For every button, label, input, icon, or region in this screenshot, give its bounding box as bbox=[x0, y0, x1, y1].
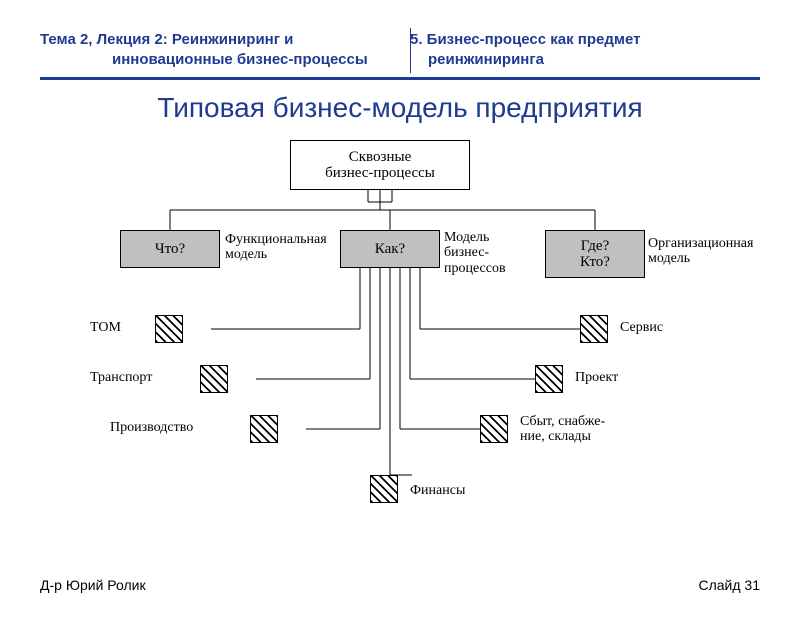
header-right-line2: реинжиниринга bbox=[410, 51, 544, 68]
hatch-sbyt bbox=[480, 415, 508, 443]
leaf-label-proekt: Проект bbox=[575, 370, 618, 385]
box-what: Что? bbox=[120, 230, 220, 268]
slide-title: Типовая бизнес-модель предприятия bbox=[0, 92, 800, 124]
leaf-label-fin: Финансы bbox=[410, 483, 465, 498]
label-what: Функциональнаямодель bbox=[225, 232, 327, 263]
leaf-label-transp: Транспорт bbox=[90, 370, 152, 385]
footer-slide: Слайд 31 bbox=[698, 577, 760, 593]
header-left: Тема 2, Лекция 2: Реинжиниринг и инновац… bbox=[40, 30, 400, 69]
header-right: 5. Бизнес-процесс как предмет реинжинири… bbox=[400, 30, 640, 69]
hatch-prod bbox=[250, 415, 278, 443]
slide-footer: Д-р Юрий Ролик Слайд 31 bbox=[40, 577, 760, 593]
diagram-canvas: Сквозныебизнес-процессы Что? Как? Где?Кто? Ф… bbox=[70, 140, 730, 540]
header-left-line1: Тема 2, Лекция 2: Реинжиниринг и bbox=[40, 31, 293, 48]
hatch-tom bbox=[155, 315, 183, 343]
label-where: Организационнаямодель bbox=[648, 236, 753, 267]
hatch-service bbox=[580, 315, 608, 343]
box-how: Как? bbox=[340, 230, 440, 268]
hatch-proekt bbox=[535, 365, 563, 393]
header-divider bbox=[410, 28, 411, 73]
box-where: Где?Кто? bbox=[545, 230, 645, 278]
box-top: Сквозныебизнес-процессы bbox=[290, 140, 470, 190]
footer-author: Д-р Юрий Ролик bbox=[40, 577, 146, 593]
header-right-line1: 5. Бизнес-процесс как предмет bbox=[410, 31, 640, 48]
leaf-label-tom: ТОМ bbox=[90, 320, 121, 335]
slide-header: Тема 2, Лекция 2: Реинжиниринг и инновац… bbox=[0, 0, 800, 77]
header-rule bbox=[40, 77, 760, 80]
leaf-label-service: Сервис bbox=[620, 320, 663, 335]
hatch-fin bbox=[370, 475, 398, 503]
hatch-transp bbox=[200, 365, 228, 393]
label-how: Модельбизнес-процессов bbox=[444, 230, 506, 276]
leaf-label-prod: Производство bbox=[110, 420, 193, 435]
leaf-label-sbyt: Сбыт, снабже-ние, склады bbox=[520, 414, 605, 445]
header-left-line2: инновационные бизнес-процессы bbox=[40, 51, 368, 68]
